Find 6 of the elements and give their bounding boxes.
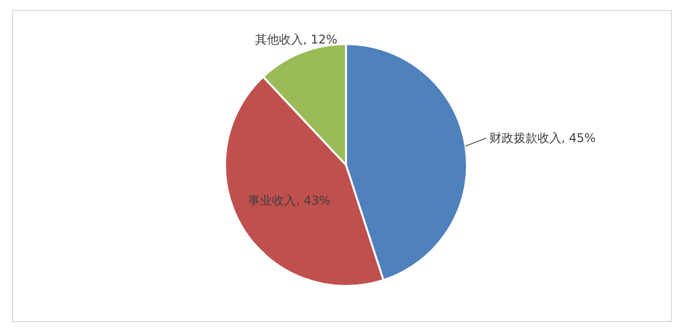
slice-label: 财政拨款收入 <box>489 131 562 146</box>
data-label: , 12% <box>303 32 338 46</box>
data-label: , 43% <box>296 193 330 208</box>
slice-label: 事业收入 <box>248 193 296 208</box>
slice-label: 其他收入 <box>255 32 304 46</box>
data-label: , 45% <box>561 131 596 146</box>
